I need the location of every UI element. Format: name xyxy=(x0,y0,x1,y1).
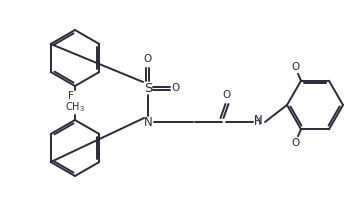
Text: O: O xyxy=(292,138,300,148)
Text: N: N xyxy=(144,116,153,129)
Text: O: O xyxy=(223,90,231,100)
Text: N: N xyxy=(253,114,262,127)
Text: CH$_3$: CH$_3$ xyxy=(65,100,85,114)
Text: O: O xyxy=(171,83,179,93)
Text: S: S xyxy=(144,81,152,94)
Text: F: F xyxy=(68,91,74,101)
Text: H: H xyxy=(254,117,262,127)
Text: O: O xyxy=(292,62,300,72)
Text: O: O xyxy=(144,54,152,64)
